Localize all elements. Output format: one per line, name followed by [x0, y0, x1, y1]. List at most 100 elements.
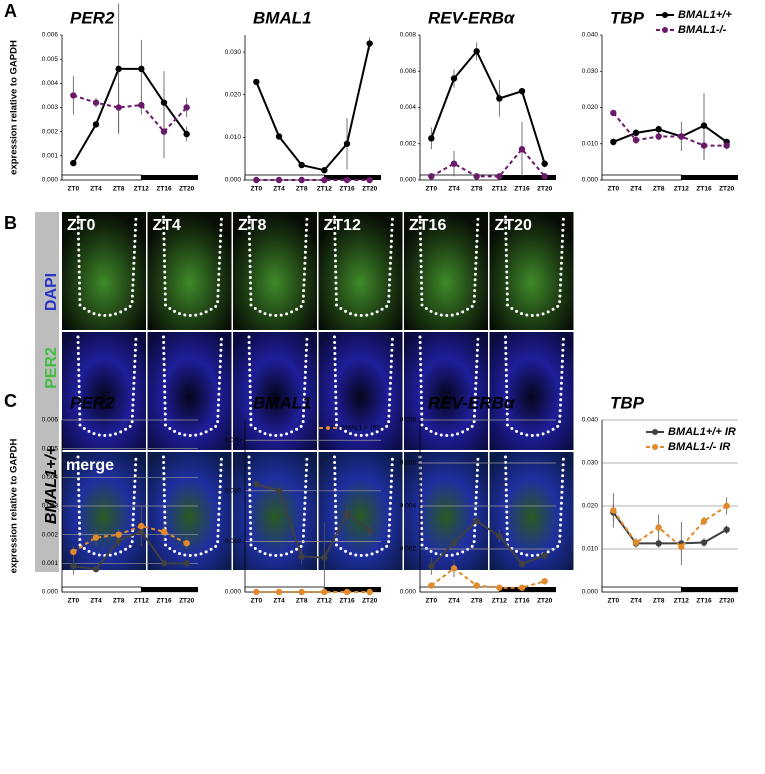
data-point: [655, 126, 662, 133]
data-point: [473, 582, 480, 589]
chart-title: REV-ERBα: [428, 393, 516, 412]
micrograph: [318, 212, 403, 330]
data-point: [138, 522, 145, 530]
legend-label: BMAL1-/- (IR): [341, 425, 381, 432]
series-line: [612, 112, 727, 147]
data-point: [655, 133, 662, 140]
chart-title: BMAL1: [253, 8, 312, 27]
dark-phase: [141, 175, 198, 180]
x-tick-label: ZT0: [608, 186, 620, 193]
data-point: [678, 543, 685, 551]
data-point: [496, 95, 503, 102]
data-point: [723, 526, 730, 533]
x-tick-label: ZT8: [296, 186, 308, 193]
y-tick-label: 0.020: [582, 503, 599, 510]
data-point: [275, 588, 283, 596]
micrograph: [318, 332, 403, 450]
x-tick-label: ZT12: [674, 186, 690, 193]
data-point: [655, 540, 662, 547]
data-point: [343, 588, 351, 596]
x-tick-label: ZT8: [471, 598, 483, 605]
data-point: [366, 527, 373, 534]
y-tick-label: 0.000: [582, 589, 599, 596]
dark-phase: [324, 175, 381, 180]
data-point: [253, 481, 260, 488]
data-point: [275, 133, 283, 140]
column-label: ZT8: [238, 217, 267, 234]
crypt-outline: [333, 335, 394, 437]
micrograph: [404, 332, 488, 450]
x-tick-label: ZT12: [674, 598, 690, 605]
crypt-outline: [418, 215, 480, 317]
x-tick-label: ZT0: [68, 598, 80, 605]
x-tick-label: ZT20: [179, 598, 195, 605]
column-label: ZT20: [495, 217, 532, 234]
x-tick-label: ZT12: [317, 598, 333, 605]
series-line: [430, 519, 546, 567]
y-tick-label: 0.008: [400, 417, 417, 424]
column-label: ZT16: [409, 217, 446, 234]
crypt-outline: [333, 455, 394, 557]
data-point: [343, 176, 351, 184]
micrograph: [489, 332, 574, 450]
data-point: [298, 588, 305, 596]
y-tick-label: 0.008: [400, 32, 417, 39]
data-point: [138, 65, 145, 73]
panel-label: C: [4, 391, 17, 411]
crypt-outline: [504, 215, 565, 317]
chart-title: TBP: [610, 8, 645, 27]
data-point: [700, 517, 708, 525]
y-tick-label: 0.000: [225, 589, 242, 596]
data-point: [723, 502, 730, 510]
data-point: [610, 507, 617, 514]
micrograph: [147, 332, 232, 450]
y-tick-label: 0.001: [42, 153, 59, 160]
crypt-outline: [418, 335, 480, 437]
micrograph: [62, 332, 146, 450]
data-point: [70, 563, 77, 570]
data-point: [115, 104, 122, 111]
y-tick-label: 0.002: [42, 128, 59, 135]
data-point: [541, 173, 548, 180]
data-point: [473, 517, 480, 525]
legend-marker: [652, 444, 658, 450]
data-point: [450, 160, 458, 167]
data-point: [366, 176, 373, 184]
micrograph: [62, 212, 146, 330]
data-point: [428, 563, 435, 570]
x-tick-label: ZT4: [90, 186, 102, 193]
x-tick-label: ZT0: [251, 186, 263, 193]
x-tick-label: ZT16: [339, 186, 355, 193]
data-point: [160, 528, 168, 535]
data-point: [723, 142, 730, 149]
x-tick-label: ZT4: [630, 186, 642, 193]
crypt-outline: [247, 335, 309, 437]
y-tick-label: 0.010: [225, 538, 242, 545]
crypt-outline: [162, 335, 223, 437]
x-tick-label: ZT16: [696, 186, 712, 193]
data-point: [298, 161, 305, 169]
y-tick-label: 0.040: [582, 32, 599, 39]
data-point: [343, 140, 351, 147]
data-point: [183, 130, 190, 138]
data-point: [298, 176, 305, 184]
x-tick-label: ZT20: [719, 186, 735, 193]
data-point: [518, 584, 526, 591]
data-point: [253, 588, 260, 596]
x-tick-label: ZT20: [362, 598, 378, 605]
crypt-outline: [76, 455, 138, 557]
y-axis-label: expression relative to GAPDH: [9, 40, 20, 175]
series-line: [430, 567, 545, 589]
x-tick-label: ZT4: [630, 598, 642, 605]
data-point: [70, 548, 77, 556]
data-point: [632, 539, 640, 546]
dark-phase: [324, 587, 381, 592]
data-point: [160, 128, 168, 135]
data-point: [700, 539, 708, 546]
x-tick-label: ZT16: [514, 186, 530, 193]
y-tick-label: 0.030: [582, 460, 599, 467]
x-tick-label: ZT8: [113, 598, 125, 605]
legend-label: BMAL1+/+: [678, 9, 732, 21]
data-point: [632, 129, 640, 137]
data-point: [70, 92, 77, 99]
